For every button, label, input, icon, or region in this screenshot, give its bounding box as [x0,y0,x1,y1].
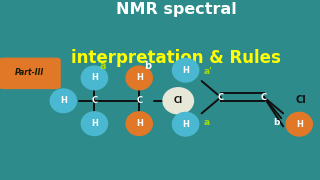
Text: C: C [218,93,224,102]
Text: H: H [136,73,143,82]
Ellipse shape [126,112,152,136]
Text: H: H [60,96,67,105]
Text: H: H [91,73,98,82]
Text: b: b [144,61,151,71]
Text: H: H [182,120,189,129]
Ellipse shape [172,58,199,82]
Text: interpretation & Rules: interpretation & Rules [71,49,281,67]
Ellipse shape [172,112,199,136]
Text: H: H [91,119,98,128]
Text: C: C [136,96,142,105]
Text: C: C [261,93,267,102]
Ellipse shape [81,112,108,136]
Text: Cl: Cl [174,96,183,105]
Text: H: H [136,119,143,128]
Text: a': a' [203,68,212,76]
Ellipse shape [126,66,152,90]
Text: NMR spectral: NMR spectral [116,2,236,17]
Text: H: H [182,66,189,75]
Ellipse shape [81,66,108,90]
Text: H: H [296,120,303,129]
Text: a: a [203,118,209,127]
Text: Cl: Cl [296,95,307,105]
Text: a: a [99,61,106,71]
Ellipse shape [50,89,76,113]
FancyBboxPatch shape [0,58,61,89]
Ellipse shape [163,88,194,114]
Ellipse shape [286,112,312,136]
Text: C: C [91,96,98,105]
Text: Part-III: Part-III [15,68,44,77]
Text: b: b [274,118,280,127]
